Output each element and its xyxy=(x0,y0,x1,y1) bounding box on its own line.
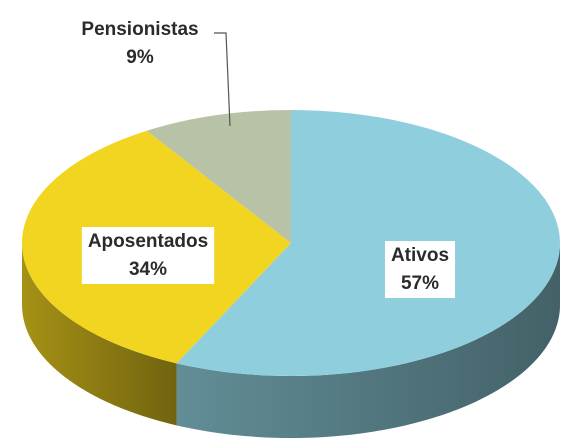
slice-side-shade xyxy=(176,243,560,438)
category-label: Pensionistas xyxy=(81,19,198,40)
labels: Ativos 57% Aposentados 34% Pensionistas 9% xyxy=(81,19,456,299)
label-box xyxy=(81,227,215,285)
slice-label: Aposentados 34% xyxy=(81,227,215,285)
leader-line xyxy=(214,32,231,127)
pie-sides xyxy=(22,243,560,438)
slice xyxy=(176,110,560,376)
slice xyxy=(146,110,291,243)
category-label: Aposentados xyxy=(88,231,208,252)
slice-label: Pensionistas 9% xyxy=(81,19,198,68)
slice-side-shade xyxy=(22,243,177,426)
category-label: Ativos xyxy=(391,245,449,266)
slice-label: Ativos 57% xyxy=(384,241,456,299)
value-label: 34% xyxy=(129,259,167,280)
label-box xyxy=(384,241,456,299)
value-label: 57% xyxy=(401,273,439,294)
value-label: 9% xyxy=(126,47,154,68)
